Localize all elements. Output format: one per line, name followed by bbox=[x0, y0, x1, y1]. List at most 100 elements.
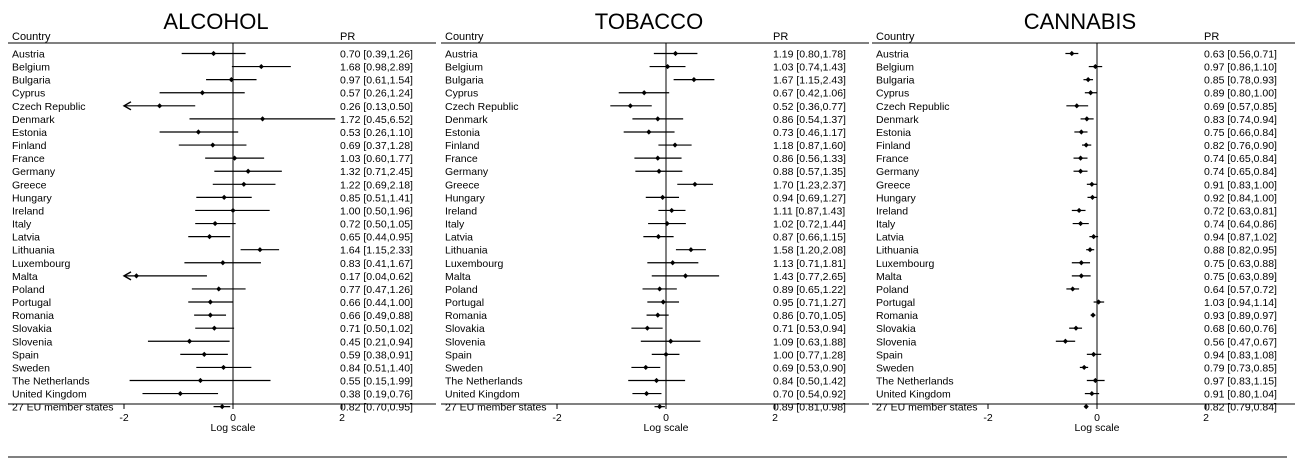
pr-value: 0.17 [0.04,0.62] bbox=[340, 271, 413, 283]
point-estimate bbox=[259, 116, 266, 122]
pr-value: 0.97 [0.86,1.10] bbox=[1204, 62, 1277, 74]
country-label: Malta bbox=[12, 271, 38, 283]
point-estimate bbox=[669, 207, 675, 214]
country-label: Germany bbox=[876, 166, 920, 178]
point-estimate bbox=[663, 351, 669, 357]
point-estimate bbox=[1089, 390, 1095, 397]
country-label: Poland bbox=[12, 284, 45, 296]
pr-value: 0.86 [0.70,1.05] bbox=[773, 310, 846, 322]
pr-value: 0.87 [0.66,1.15] bbox=[773, 232, 846, 244]
pr-value: 0.91 [0.83,1.00] bbox=[1204, 179, 1277, 191]
country-label: Estonia bbox=[445, 127, 480, 139]
country-label: Greece bbox=[876, 179, 911, 191]
country-label: Italy bbox=[876, 219, 896, 231]
country-label: France bbox=[445, 153, 478, 165]
country-label: The Netherlands bbox=[445, 376, 523, 388]
pr-value: 1.00 [0.50,1.96] bbox=[340, 205, 413, 217]
country-label: Czech Republic bbox=[12, 101, 86, 113]
pr-value: 0.97 [0.61,1.54] bbox=[340, 75, 413, 87]
country-label: Poland bbox=[445, 284, 478, 296]
country-label: Cyprus bbox=[445, 88, 478, 100]
country-label: Slovakia bbox=[876, 323, 916, 335]
country-column-header: Country bbox=[876, 31, 915, 43]
pr-value: 1.70 [1.23,2.37] bbox=[773, 179, 846, 191]
point-estimate bbox=[1077, 155, 1084, 161]
point-estimate bbox=[216, 286, 222, 292]
pr-value: 0.66 [0.49,0.88] bbox=[340, 310, 413, 322]
country-label: The Netherlands bbox=[12, 376, 90, 388]
point-estimate bbox=[211, 325, 217, 331]
country-label: Bulgaria bbox=[876, 75, 915, 87]
x-tick-label: -2 bbox=[119, 412, 128, 424]
pr-value: 0.63 [0.56,0.71] bbox=[1204, 49, 1277, 61]
pr-value: 1.13 [0.71,1.81] bbox=[773, 258, 846, 270]
point-estimate bbox=[1092, 377, 1098, 384]
point-estimate bbox=[221, 194, 227, 200]
panel-title: ALCOHOL bbox=[163, 9, 268, 34]
point-estimate bbox=[656, 168, 662, 174]
point-estimate bbox=[245, 168, 251, 174]
country-label: Czech Republic bbox=[876, 101, 950, 113]
x-axis-label: Log scale bbox=[1075, 422, 1120, 434]
country-label: Latvia bbox=[12, 232, 40, 244]
point-estimate bbox=[1073, 325, 1079, 331]
country-label: Spain bbox=[876, 349, 903, 361]
point-estimate bbox=[1085, 77, 1091, 83]
pr-value: 0.53 [0.26,1.10] bbox=[340, 127, 413, 139]
point-estimate bbox=[644, 325, 650, 331]
pr-value: 1.22 [0.69,2.18] bbox=[340, 179, 413, 191]
country-label: Germany bbox=[12, 166, 56, 178]
point-estimate bbox=[210, 50, 217, 57]
pr-value: 0.89 [0.81,0.98] bbox=[773, 402, 846, 414]
country-label: Lithuania bbox=[445, 245, 488, 257]
x-axis-label: Log scale bbox=[644, 422, 689, 434]
point-estimate bbox=[232, 155, 238, 161]
country-label: Poland bbox=[876, 284, 909, 296]
pr-value: 0.38 [0.19,0.76] bbox=[340, 389, 413, 401]
point-estimate bbox=[206, 234, 213, 240]
country-label: Denmark bbox=[12, 114, 55, 126]
point-estimate bbox=[1087, 247, 1093, 253]
point-estimate bbox=[228, 77, 234, 83]
pr-value: 0.88 [0.82,0.95] bbox=[1204, 245, 1277, 257]
x-tick-label: -2 bbox=[552, 412, 561, 424]
point-estimate bbox=[657, 404, 663, 410]
pr-value: 0.72 [0.50,1.05] bbox=[340, 219, 413, 231]
point-estimate bbox=[133, 273, 140, 279]
pr-value: 1.03 [0.60,1.77] bbox=[340, 153, 413, 165]
country-label: Slovenia bbox=[876, 336, 916, 348]
point-estimate bbox=[1074, 103, 1080, 109]
country-label: Cyprus bbox=[12, 88, 45, 100]
pr-value: 1.03 [0.74,1.43] bbox=[773, 62, 846, 74]
point-estimate bbox=[195, 129, 201, 135]
pr-value: 0.91 [0.80,1.04] bbox=[1204, 389, 1277, 401]
point-estimate bbox=[1078, 129, 1084, 135]
country-label: Belgium bbox=[12, 62, 50, 74]
country-label: Greece bbox=[12, 179, 47, 191]
country-label: Latvia bbox=[445, 232, 473, 244]
point-estimate bbox=[672, 142, 678, 148]
pr-value: 1.11 [0.87,1.43] bbox=[773, 205, 845, 217]
country-label: Ireland bbox=[12, 205, 44, 217]
pr-value: 0.82 [0.70,0.95] bbox=[340, 402, 413, 414]
country-label: Austria bbox=[445, 49, 478, 61]
country-column-header: Country bbox=[12, 31, 51, 43]
pr-value: 0.59 [0.38,0.91] bbox=[340, 349, 413, 361]
pr-value: 0.84 [0.51,1.40] bbox=[340, 362, 413, 374]
country-label: Romania bbox=[445, 310, 487, 322]
pr-value: 0.70 [0.39,1.26] bbox=[340, 49, 413, 61]
pr-value: 1.58 [1.20,2.08] bbox=[773, 245, 846, 257]
point-estimate bbox=[210, 142, 216, 148]
pr-value: 0.75 [0.63,0.88] bbox=[1204, 258, 1277, 270]
ci-truncation-arrow bbox=[122, 271, 132, 281]
point-estimate bbox=[258, 63, 264, 70]
point-estimate bbox=[1083, 142, 1089, 148]
country-label: France bbox=[12, 153, 45, 165]
point-estimate bbox=[692, 181, 698, 187]
point-estimate bbox=[1084, 116, 1090, 122]
pr-column-header: PR bbox=[340, 31, 355, 43]
point-estimate bbox=[655, 155, 661, 161]
pr-value: 0.68 [0.60,0.76] bbox=[1204, 323, 1277, 335]
point-estimate bbox=[199, 90, 205, 96]
